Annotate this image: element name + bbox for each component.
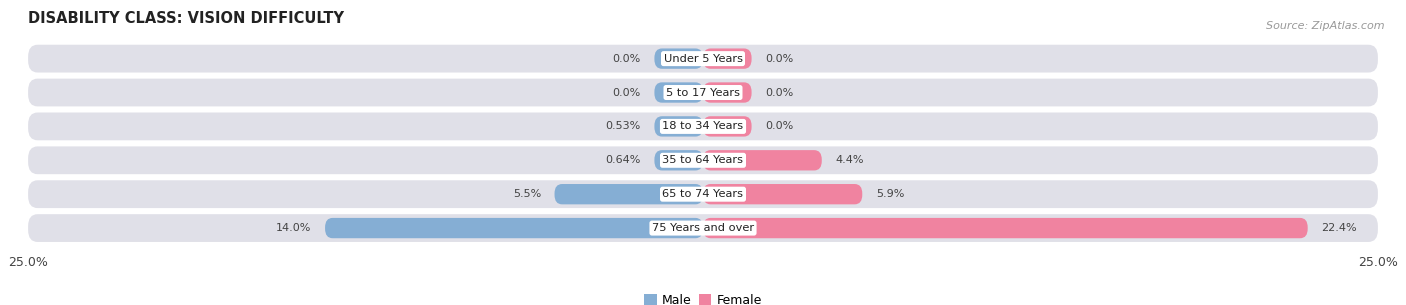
Text: 5 to 17 Years: 5 to 17 Years xyxy=(666,88,740,98)
FancyBboxPatch shape xyxy=(654,48,703,69)
Text: 75 Years and over: 75 Years and over xyxy=(652,223,754,233)
FancyBboxPatch shape xyxy=(703,150,821,170)
Text: 0.0%: 0.0% xyxy=(613,88,641,98)
Text: 18 to 34 Years: 18 to 34 Years xyxy=(662,121,744,131)
Text: DISABILITY CLASS: VISION DIFFICULTY: DISABILITY CLASS: VISION DIFFICULTY xyxy=(28,11,344,26)
Legend: Male, Female: Male, Female xyxy=(640,289,766,305)
Text: 14.0%: 14.0% xyxy=(276,223,312,233)
FancyBboxPatch shape xyxy=(28,214,1378,242)
Text: 22.4%: 22.4% xyxy=(1322,223,1357,233)
Text: Under 5 Years: Under 5 Years xyxy=(664,54,742,64)
FancyBboxPatch shape xyxy=(28,113,1378,140)
FancyBboxPatch shape xyxy=(28,45,1378,73)
Text: 0.0%: 0.0% xyxy=(613,54,641,64)
FancyBboxPatch shape xyxy=(654,82,703,103)
FancyBboxPatch shape xyxy=(703,82,752,103)
FancyBboxPatch shape xyxy=(28,146,1378,174)
Text: Source: ZipAtlas.com: Source: ZipAtlas.com xyxy=(1267,21,1385,31)
FancyBboxPatch shape xyxy=(703,184,862,204)
FancyBboxPatch shape xyxy=(703,48,752,69)
FancyBboxPatch shape xyxy=(654,116,703,137)
Text: 0.0%: 0.0% xyxy=(765,121,793,131)
FancyBboxPatch shape xyxy=(654,150,703,170)
Text: 35 to 64 Years: 35 to 64 Years xyxy=(662,155,744,165)
FancyBboxPatch shape xyxy=(28,79,1378,106)
Text: 5.5%: 5.5% xyxy=(513,189,541,199)
FancyBboxPatch shape xyxy=(325,218,703,238)
FancyBboxPatch shape xyxy=(28,180,1378,208)
Text: 65 to 74 Years: 65 to 74 Years xyxy=(662,189,744,199)
FancyBboxPatch shape xyxy=(703,116,752,137)
Text: 0.0%: 0.0% xyxy=(765,54,793,64)
Text: 5.9%: 5.9% xyxy=(876,189,904,199)
FancyBboxPatch shape xyxy=(554,184,703,204)
Text: 0.0%: 0.0% xyxy=(765,88,793,98)
FancyBboxPatch shape xyxy=(703,218,1308,238)
Text: 0.53%: 0.53% xyxy=(606,121,641,131)
Text: 4.4%: 4.4% xyxy=(835,155,863,165)
Text: 0.64%: 0.64% xyxy=(606,155,641,165)
